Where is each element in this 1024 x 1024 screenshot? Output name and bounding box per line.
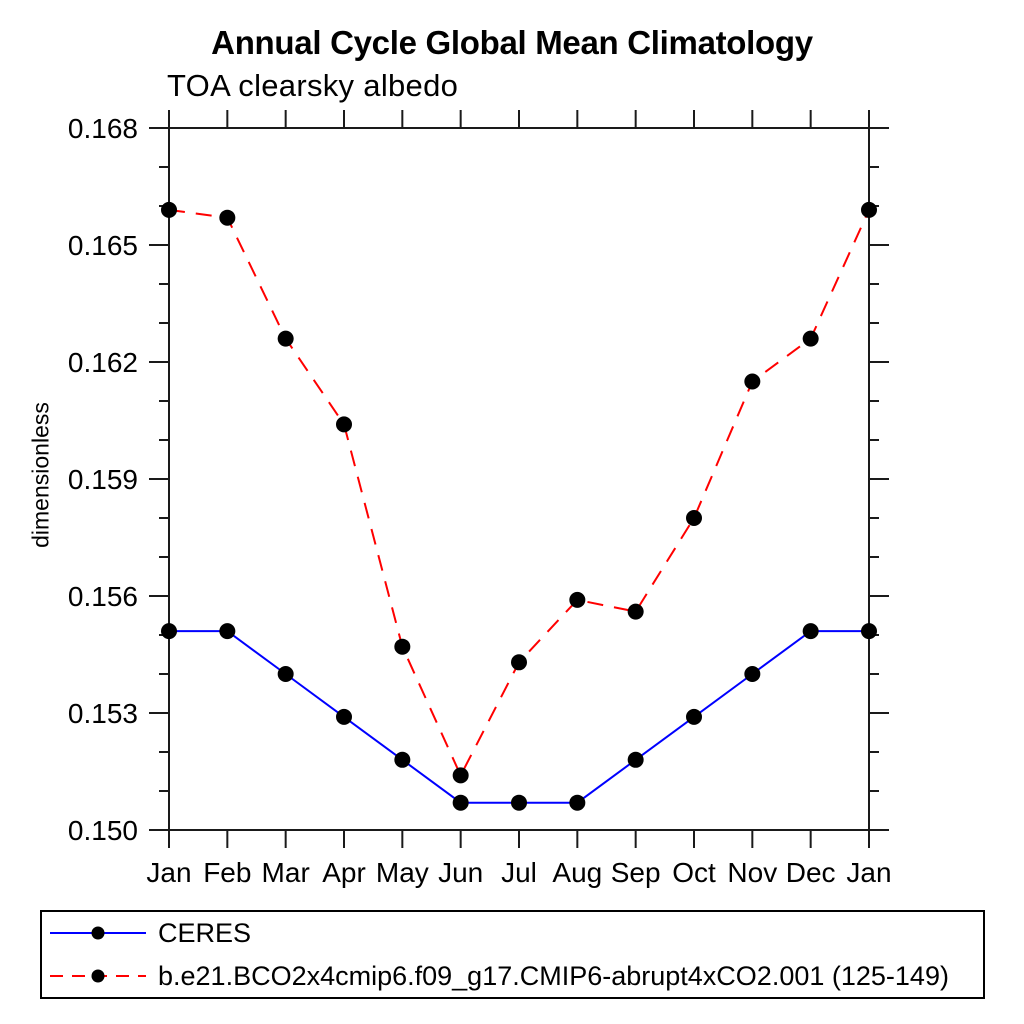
svg-text:Sep: Sep	[611, 857, 661, 888]
svg-text:Jul: Jul	[501, 857, 537, 888]
svg-text:0.156: 0.156	[68, 581, 138, 612]
plot-frame	[168, 127, 870, 831]
svg-text:Jan: Jan	[846, 857, 891, 888]
svg-text:0.159: 0.159	[68, 464, 138, 495]
svg-text:Oct: Oct	[672, 857, 716, 888]
legend-label-ceres: CERES	[158, 917, 252, 948]
svg-text:0.153: 0.153	[68, 698, 138, 729]
svg-text:Jun: Jun	[438, 857, 483, 888]
chart-title: Annual Cycle Global Mean Climatology	[211, 24, 813, 61]
svg-text:0.168: 0.168	[68, 113, 138, 144]
svg-text:0.165: 0.165	[68, 230, 138, 261]
series-line-model	[168, 208, 870, 778]
series-markers-model	[161, 201, 877, 784]
axis-ticks	[149, 110, 889, 848]
plot-area: 0.150 0.153 0.156 0.159 0.162 0.165 0.168 Jan Fe…	[68, 110, 892, 888]
series-markers-ceres	[161, 623, 877, 811]
legend: CERES b.e21.BCO2x4cmip6.f09_g17.CMIP6-ab…	[40, 910, 985, 999]
legend-label-model: b.e21.BCO2x4cmip6.f09_g17.CMIP6-abrupt4x…	[158, 960, 949, 991]
legend-line-sample-model-icon	[50, 969, 146, 983]
svg-text:Dec: Dec	[786, 857, 836, 888]
svg-text:Apr: Apr	[322, 857, 366, 888]
svg-text:0.150: 0.150	[68, 815, 138, 846]
svg-text:May: May	[376, 857, 429, 888]
svg-text:Mar: Mar	[262, 857, 310, 888]
svg-text:Feb: Feb	[203, 857, 251, 888]
axis-tick-labels: 0.150 0.153 0.156 0.159 0.162 0.165 0.168 Jan Fe…	[68, 113, 892, 888]
svg-text:Nov: Nov	[727, 857, 777, 888]
svg-text:Jan: Jan	[146, 857, 191, 888]
legend-item-model: b.e21.BCO2x4cmip6.f09_g17.CMIP6-abrupt4x…	[48, 957, 983, 995]
legend-item-ceres: CERES	[48, 914, 983, 952]
svg-text:0.162: 0.162	[68, 347, 138, 378]
legend-line-sample-ceres-icon	[50, 926, 146, 940]
chart-subtitle: TOA clearsky albedo	[167, 68, 459, 103]
svg-text:Aug: Aug	[552, 857, 602, 888]
